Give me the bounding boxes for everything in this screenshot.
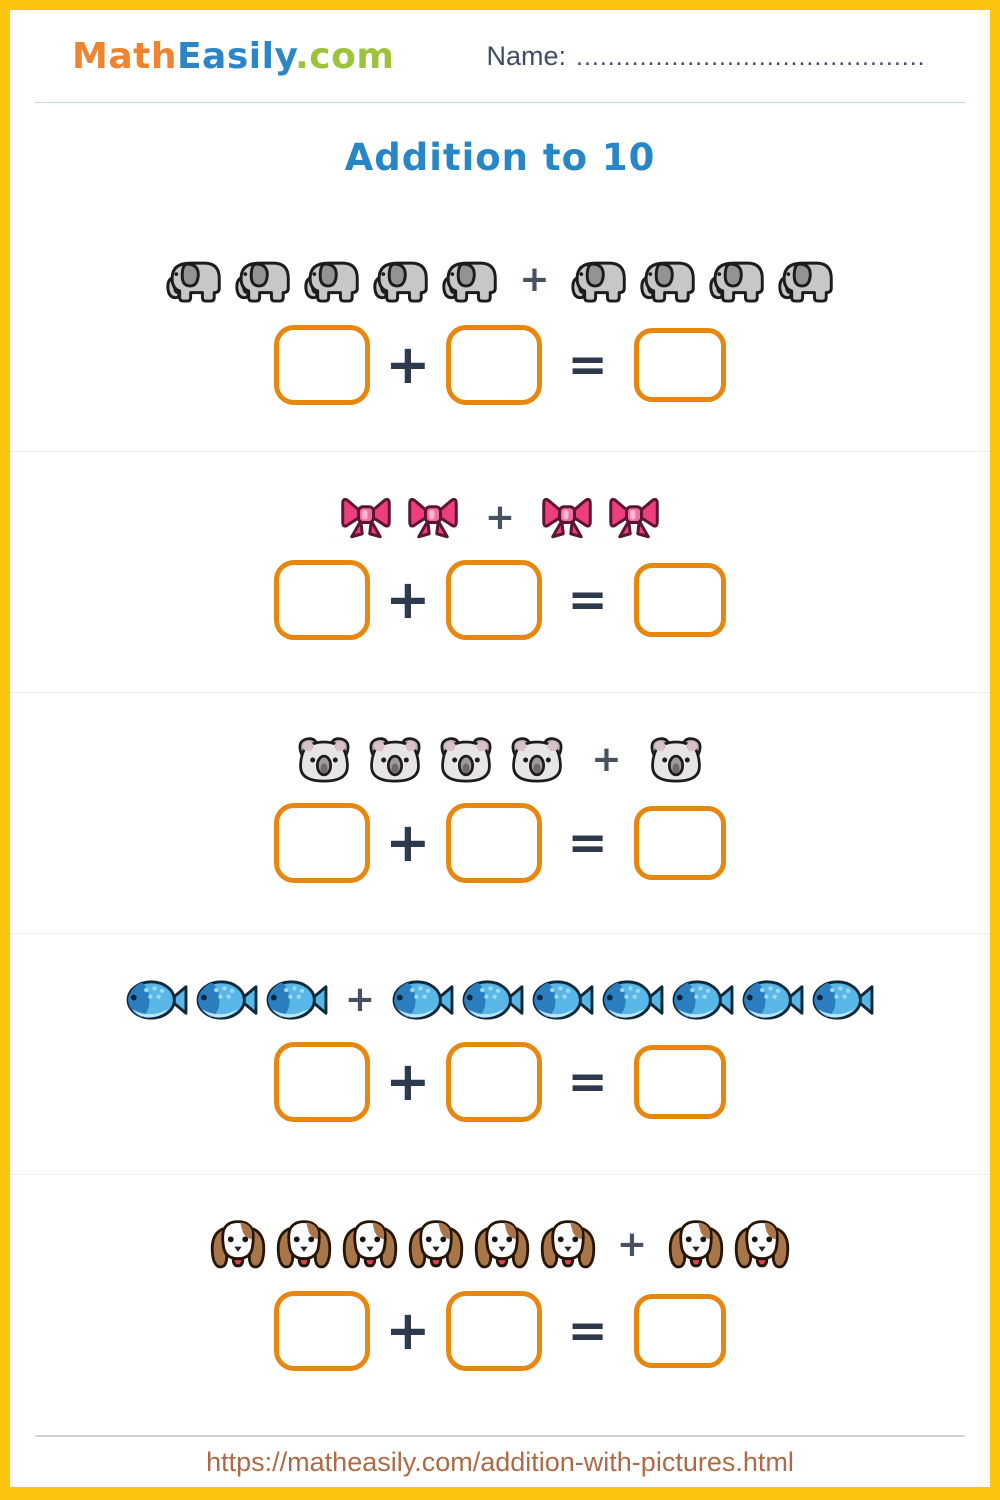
equals-operator: =	[567, 337, 608, 393]
problem-row-5: + + =	[10, 1175, 990, 1416]
plus-operator: +	[385, 333, 431, 396]
bow-icon	[406, 494, 460, 542]
plus-operator: +	[484, 497, 516, 538]
problem-row-4: + + =	[10, 934, 990, 1175]
answer-line: + =	[10, 560, 990, 640]
dog-icon	[667, 1217, 725, 1273]
answer-box-addend-1[interactable]	[274, 1291, 371, 1371]
picture-line: +	[10, 1217, 990, 1273]
elephant-icon	[231, 253, 295, 307]
plus-operator: +	[385, 1299, 431, 1362]
page-title: Addition to 10	[344, 135, 656, 179]
title-area: Addition to 10	[10, 103, 990, 211]
name-label: Name:	[486, 40, 566, 71]
koala-icon	[508, 735, 566, 785]
fish-icon	[669, 976, 737, 1024]
dog-icon	[539, 1217, 597, 1273]
fish-icon	[459, 976, 527, 1024]
elephant-icon	[162, 253, 226, 307]
dog-icon	[341, 1217, 399, 1273]
picture-line: +	[10, 735, 990, 785]
picture-line: +	[10, 253, 990, 307]
answer-box-addend-2[interactable]	[445, 1291, 542, 1371]
answer-box-sum[interactable]	[633, 563, 726, 637]
logo-part-easily: Easily	[176, 35, 296, 77]
dog-icon	[473, 1217, 531, 1273]
equals-operator: =	[567, 1054, 608, 1110]
problems-list: + + = + + = + + = + + = + + =	[10, 211, 990, 1435]
answer-box-sum[interactable]	[633, 806, 726, 880]
elephant-icon	[369, 253, 433, 307]
answer-box-sum[interactable]	[633, 328, 726, 402]
answer-line: + =	[10, 1042, 990, 1122]
plus-operator: +	[519, 259, 550, 300]
elephant-icon	[774, 253, 838, 307]
plus-operator: +	[616, 1224, 648, 1265]
elephant-icon	[300, 253, 364, 307]
koala-icon	[647, 735, 705, 785]
fish-icon	[529, 976, 597, 1024]
bow-icon	[540, 494, 594, 542]
answer-box-sum[interactable]	[633, 1294, 726, 1368]
answer-box-addend-1[interactable]	[274, 560, 371, 640]
name-field: Name: ..................................…	[486, 41, 928, 72]
answer-box-addend-2[interactable]	[445, 325, 542, 405]
picture-line: +	[10, 494, 990, 542]
problem-row-1: + + =	[10, 211, 990, 452]
answer-line: + =	[10, 803, 990, 883]
fish-icon	[123, 976, 191, 1024]
problem-row-3: + + =	[10, 693, 990, 934]
koala-icon	[295, 735, 353, 785]
footer: https://matheasily.com/addition-with-pic…	[35, 1435, 965, 1487]
answer-box-sum[interactable]	[633, 1045, 726, 1119]
elephant-icon	[705, 253, 769, 307]
answer-line: + =	[10, 1291, 990, 1371]
fish-icon	[193, 976, 261, 1024]
header: MathEasily.com Name: ...................…	[10, 10, 990, 102]
fish-icon	[389, 976, 457, 1024]
koala-icon	[366, 735, 424, 785]
equals-operator: =	[567, 572, 608, 628]
answer-line: + =	[10, 325, 990, 405]
answer-box-addend-1[interactable]	[274, 803, 371, 883]
plus-operator: +	[344, 979, 376, 1020]
answer-box-addend-2[interactable]	[445, 560, 542, 640]
fish-icon	[599, 976, 667, 1024]
problem-row-2: + + =	[10, 452, 990, 693]
answer-box-addend-2[interactable]	[445, 1042, 542, 1122]
picture-line: +	[10, 976, 990, 1024]
site-logo[interactable]: MathEasily.com	[72, 36, 394, 77]
fish-icon	[739, 976, 807, 1024]
fish-icon	[263, 976, 331, 1024]
equals-operator: =	[567, 815, 608, 871]
bow-icon	[339, 494, 393, 542]
fish-icon	[809, 976, 877, 1024]
equals-operator: =	[567, 1303, 608, 1359]
plus-operator: +	[591, 739, 622, 780]
answer-box-addend-2[interactable]	[445, 803, 542, 883]
dog-icon	[209, 1217, 267, 1273]
koala-icon	[437, 735, 495, 785]
elephant-icon	[438, 253, 502, 307]
plus-operator: +	[385, 811, 431, 874]
elephant-icon	[636, 253, 700, 307]
plus-operator: +	[385, 1050, 431, 1113]
logo-part-com: .com	[295, 35, 395, 77]
elephant-icon	[567, 253, 631, 307]
name-write-line: ........................................…	[576, 42, 928, 71]
answer-box-addend-1[interactable]	[274, 325, 371, 405]
logo-part-math: Math	[72, 35, 177, 77]
dog-icon	[733, 1217, 791, 1273]
answer-box-addend-1[interactable]	[274, 1042, 371, 1122]
plus-operator: +	[385, 568, 431, 631]
header-divider	[35, 102, 965, 103]
dog-icon	[275, 1217, 333, 1273]
bow-icon	[607, 494, 661, 542]
dog-icon	[407, 1217, 465, 1273]
footer-url-link[interactable]: https://matheasily.com/addition-with-pic…	[206, 1446, 794, 1477]
